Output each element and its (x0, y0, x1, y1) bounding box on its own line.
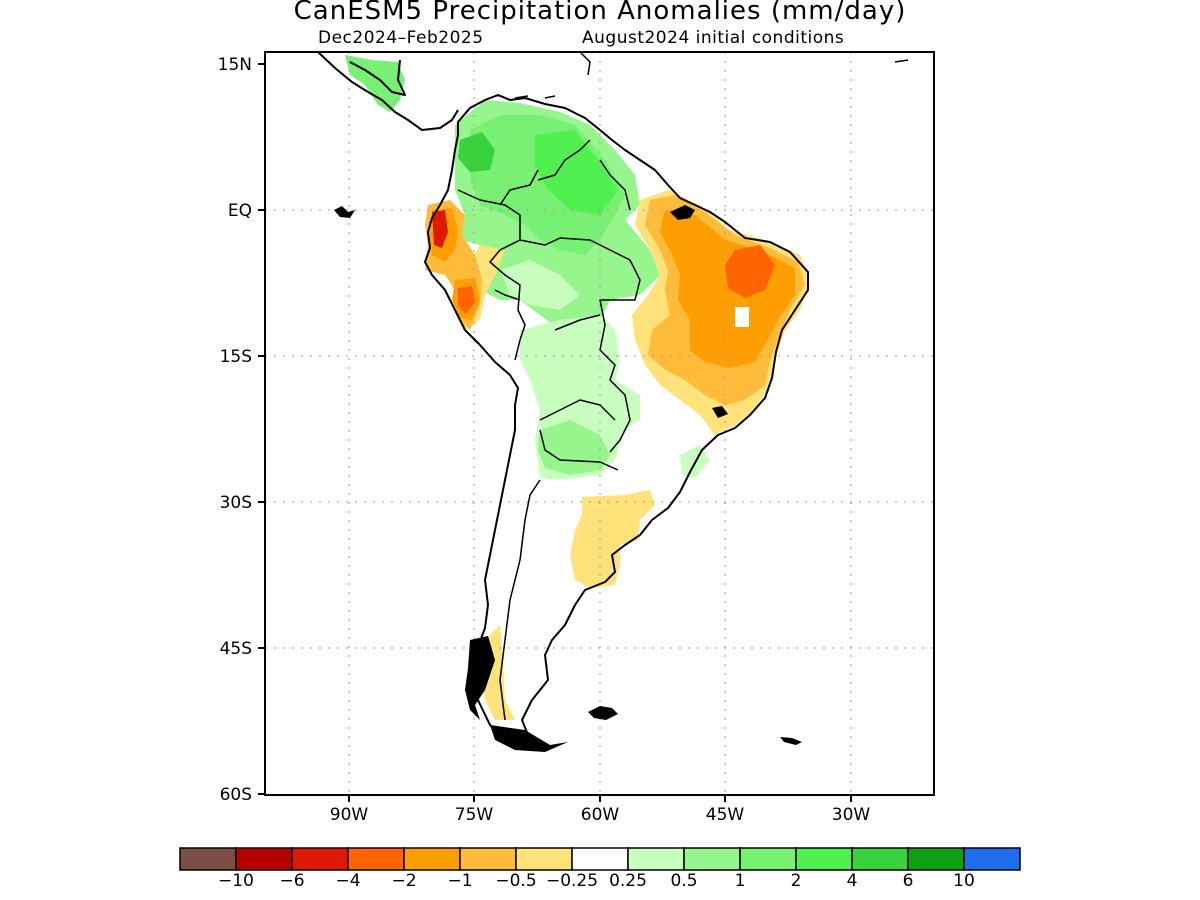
brazil-delta (670, 205, 695, 220)
longitude-labels: 90W 75W 60W 45W 30W (330, 805, 871, 825)
lon-label: 45W (706, 805, 745, 825)
central-america-coast (317, 52, 459, 131)
colorbar-swatch (795, 847, 853, 871)
anomaly-fields (345, 55, 810, 720)
coastlines (317, 52, 909, 749)
tierra-del-fuego (490, 725, 568, 752)
dry-region-ecuador-peak (432, 210, 448, 248)
lat-label: 60S (220, 785, 252, 805)
colorbar-label: −10 (218, 871, 254, 891)
colorbar-swatch (739, 847, 797, 871)
colorbar-label: 0.5 (670, 871, 698, 891)
wet-region-light (500, 260, 580, 310)
lon-label: 60W (581, 805, 620, 825)
colorbar-label: 4 (846, 871, 858, 891)
colorbar-swatch (403, 847, 461, 871)
lon-label: 30W (832, 805, 871, 825)
dry-region-brazil-core (660, 210, 795, 368)
falkland-islands (588, 706, 618, 720)
colorbar-swatch (851, 847, 909, 871)
brazil-islands (712, 406, 728, 418)
caribbean-islands (514, 52, 909, 99)
map-title: CanESM5 Precipitation Anomalies (mm/day) (293, 0, 907, 26)
colorbar-swatch (347, 847, 405, 871)
colorbar-swatch (571, 847, 629, 871)
wet-region-north-peak (535, 130, 618, 215)
colorbar-label: 2 (790, 871, 802, 891)
colorbar-label: −1 (447, 871, 473, 891)
colorbar-swatch (459, 847, 517, 871)
lat-label: 45S (220, 639, 252, 659)
lat-label: EQ (228, 201, 252, 221)
islands (334, 205, 802, 752)
chile-fjords (465, 636, 495, 720)
latitude-labels: 15N EQ 15S 30S 45S 60S (218, 55, 252, 805)
colorbar-label: −2 (391, 871, 417, 891)
colorbar-swatch (683, 847, 741, 871)
axis-ticks (258, 63, 852, 802)
colorbar-swatch (515, 847, 573, 871)
colorbar-swatch (963, 847, 1021, 871)
country-borders (457, 139, 641, 721)
lon-label: 90W (330, 805, 369, 825)
lat-label: 30S (220, 493, 252, 513)
colorbar-swatch (291, 847, 349, 871)
south-america-coast (424, 94, 809, 749)
colorbar-label: −0.5 (495, 871, 537, 891)
colorbar-label: −0.25 (545, 871, 599, 891)
wet-region-central-america (345, 55, 405, 112)
forecast-period: Dec2024–Feb2025 (318, 28, 484, 48)
missing-data-cell (735, 307, 749, 327)
colorbar-label: −6 (279, 871, 305, 891)
galapagos-islands (334, 206, 355, 218)
colorbar-label: 1 (734, 871, 746, 891)
dry-region-brazil-peak (725, 245, 775, 298)
graticule (265, 52, 934, 795)
colorbar-label: 0.25 (609, 871, 647, 891)
lat-label: 15S (220, 347, 252, 367)
wet-region-colombia-peak (458, 132, 495, 172)
lat-label: 15N (218, 55, 252, 75)
colorbar-swatch (627, 847, 685, 871)
colorbar (179, 847, 1021, 871)
dry-region-peru-peak (458, 286, 475, 314)
south-georgia (780, 737, 802, 745)
colorbar-label: 10 (953, 871, 975, 891)
colorbar-swatch (907, 847, 965, 871)
lon-label: 75W (455, 805, 494, 825)
colorbar-swatch (179, 847, 237, 871)
initial-conditions: August2024 initial conditions (582, 28, 845, 48)
colorbar-swatch (235, 847, 293, 871)
colorbar-label: −4 (335, 871, 361, 891)
dry-region-pampas (570, 490, 655, 588)
colorbar-label: 6 (902, 871, 914, 891)
